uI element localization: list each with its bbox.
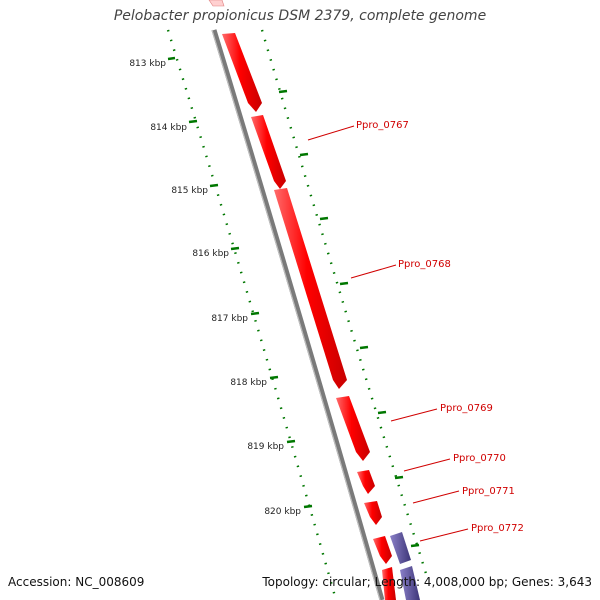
gene-arrow-Ppro_0768-part1[interactable] bbox=[251, 115, 286, 189]
gene-label[interactable]: Ppro_0771 bbox=[462, 486, 515, 497]
gene-label[interactable]: Ppro_0770 bbox=[453, 453, 506, 464]
scale-tick: 814 kbp bbox=[150, 119, 198, 133]
gene-arrow-reverse-1[interactable] bbox=[390, 532, 411, 564]
genome-summary-text: Topology: circular; Length: 4,008,000 bp… bbox=[262, 575, 592, 589]
gene-labels: Ppro_0767 Ppro_0768 Ppro_0769 Ppro_0770 … bbox=[307, 120, 524, 542]
gene-arrow-Ppro_0770[interactable] bbox=[357, 470, 375, 494]
gene-arrow-Ppro_0772[interactable] bbox=[373, 536, 392, 564]
gene-track[interactable] bbox=[208, 0, 420, 600]
gene-arrow-reverse-2[interactable] bbox=[400, 566, 420, 600]
genome-backbone bbox=[211, 29, 385, 600]
scale-ticks: 813 kbp 814 kbp 815 kbp 816 kbp 817 kbp … bbox=[129, 56, 420, 548]
map-title: Pelobacter propionicus DSM 2379, complet… bbox=[113, 8, 487, 24]
scale-tick-label: 815 kbp bbox=[171, 186, 208, 196]
scale-tick: 819 kbp bbox=[247, 439, 296, 452]
scale-tick: 817 kbp bbox=[211, 311, 260, 324]
gene-arrow-next[interactable] bbox=[382, 567, 396, 600]
gene-arrow-Ppro_0767[interactable] bbox=[222, 33, 262, 112]
gene-arrow-Ppro_0771[interactable] bbox=[364, 501, 382, 525]
scale-tick-label: 816 kbp bbox=[192, 249, 229, 259]
outer-ruler bbox=[260, 29, 430, 581]
scale-tick-label: 814 kbp bbox=[150, 123, 187, 133]
gene-arrow-0766[interactable] bbox=[208, 0, 225, 7]
scale-tick-label: 818 kbp bbox=[230, 378, 267, 388]
gene-arrow-Ppro_0768[interactable] bbox=[274, 188, 347, 389]
gene-label[interactable]: Ppro_0772 bbox=[471, 523, 524, 534]
gene-arrow-Ppro_0769[interactable] bbox=[336, 396, 370, 461]
gene-label[interactable]: Ppro_0767 bbox=[356, 120, 409, 131]
scale-tick: 818 kbp bbox=[230, 375, 279, 388]
scale-tick: 816 kbp bbox=[192, 246, 240, 259]
accession-text: Accession: NC_008609 bbox=[8, 575, 145, 589]
gene-label-group[interactable]: Ppro_0769 bbox=[390, 403, 493, 422]
scale-tick-label: 813 kbp bbox=[129, 59, 166, 69]
gene-label-group[interactable]: Ppro_0771 bbox=[412, 486, 515, 504]
scale-tick-label: 817 kbp bbox=[211, 314, 248, 324]
scale-tick: 815 kbp bbox=[171, 183, 219, 196]
gene-label[interactable]: Ppro_0769 bbox=[440, 403, 493, 414]
gene-label-group[interactable]: Ppro_0768 bbox=[350, 259, 451, 279]
scale-tick: 813 kbp bbox=[129, 56, 176, 69]
gene-label-group[interactable]: Ppro_0770 bbox=[403, 453, 506, 472]
scale-tick-label: 819 kbp bbox=[247, 442, 284, 452]
gene-label-group[interactable]: Ppro_0772 bbox=[419, 523, 524, 542]
gene-label[interactable]: Ppro_0768 bbox=[398, 259, 451, 270]
scale-tick-label: 820 kbp bbox=[264, 507, 301, 517]
gene-label-group[interactable]: Ppro_0767 bbox=[307, 120, 409, 141]
scale-tick: 820 kbp bbox=[264, 504, 313, 517]
